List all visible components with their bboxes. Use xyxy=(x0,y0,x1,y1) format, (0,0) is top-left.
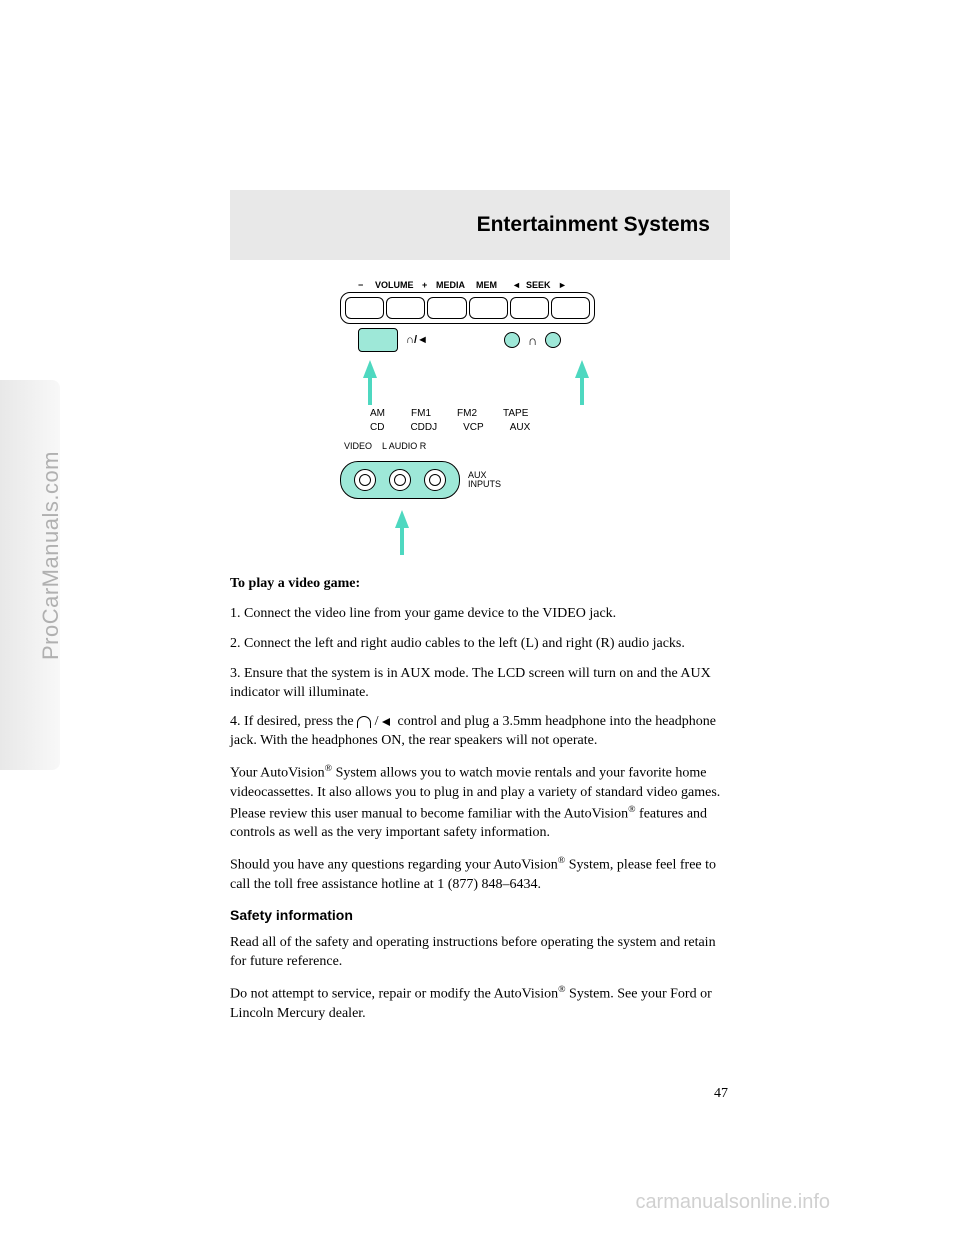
p8-a: Do not attempt to service, repair or mod… xyxy=(230,987,558,1002)
reg-mark-4: ® xyxy=(558,984,565,995)
aux-label: AUX xyxy=(510,422,531,433)
step-4-text-b: / xyxy=(371,714,382,729)
jack-1 xyxy=(504,332,520,348)
seek-right-label: ► xyxy=(558,280,570,290)
vcp-label: VCP xyxy=(463,422,484,433)
button-row xyxy=(340,292,595,324)
laudior-label: L AUDIO R xyxy=(382,441,426,451)
arrow-1-stem xyxy=(368,375,372,405)
top-labels: − VOLUME + MEDIA MEM ◄ SEEK ► xyxy=(340,280,600,290)
rca-audio-l-jack xyxy=(389,469,411,491)
arrow-1-head xyxy=(363,360,377,378)
headphone-icon-small: ∩ xyxy=(528,333,537,348)
lower-row: ∩/◄ ∩ xyxy=(340,328,600,352)
cddj-label: CDDJ xyxy=(410,422,437,433)
p6-a: Should you have any questions regarding … xyxy=(230,858,558,873)
video-label: VIDEO xyxy=(344,441,372,451)
volume-plus-label: + xyxy=(422,280,434,290)
fm2-label: FM2 xyxy=(457,408,477,419)
fm1-label: FM1 xyxy=(411,408,431,419)
seek-left-label: ◄ xyxy=(512,280,524,290)
btn-vol-up xyxy=(386,297,425,319)
safety-p1: Read all of the safety and operating ins… xyxy=(230,934,730,972)
aux-top-labels: VIDEO L AUDIO R xyxy=(344,441,620,451)
headphone-speaker-icon: ∩/◄ xyxy=(406,334,428,346)
aux-inputs-label: AUX INPUTS xyxy=(468,471,501,489)
arrow-3-head xyxy=(395,510,409,528)
cd-label: CD xyxy=(370,422,384,433)
autovision-para: Your AutoVision® System allows you to wa… xyxy=(230,762,730,843)
step-2: 2. Connect the left and right audio cabl… xyxy=(230,635,730,654)
media-label: MEDIA xyxy=(436,280,474,290)
heading-safety: Safety information xyxy=(230,906,730,925)
rca-video-jack xyxy=(354,469,376,491)
mem-label: MEM xyxy=(476,280,510,290)
speaker-mute-icon xyxy=(382,716,394,728)
reg-mark-1: ® xyxy=(325,763,332,774)
am-label: AM xyxy=(370,408,385,419)
rca-audio-r-jack xyxy=(424,469,446,491)
headphone-toggle-button xyxy=(358,328,398,352)
jack-2 xyxy=(545,332,561,348)
headphone-icon xyxy=(357,716,371,728)
page-number: 47 xyxy=(714,1086,728,1102)
p5-a: Your AutoVision xyxy=(230,766,325,781)
mode-labels: AM FM1 FM2 TAPE CD CDDJ VCP AUX xyxy=(370,408,620,433)
step-4-text-a: 4. If desired, press the xyxy=(230,714,357,729)
volume-label: VOLUME xyxy=(375,280,420,290)
btn-seek-right xyxy=(551,297,590,319)
arrow-3-stem xyxy=(400,525,404,555)
btn-vol-down xyxy=(345,297,384,319)
safety-p2: Do not attempt to service, repair or mod… xyxy=(230,983,730,1023)
aux-panel: AUX INPUTS xyxy=(340,461,620,499)
seek-label: SEEK xyxy=(526,280,556,290)
reg-mark-2: ® xyxy=(628,804,635,815)
page-header: Entertainment Systems xyxy=(230,190,730,260)
step-3: 3. Ensure that the system is in AUX mode… xyxy=(230,665,730,703)
heading-play-video-game: To play a video game: xyxy=(230,575,730,594)
step-4: 4. If desired, press the / control and p… xyxy=(230,713,730,751)
watermark-left: ProCarManuals.com xyxy=(38,451,64,660)
btn-seek-left xyxy=(510,297,549,319)
hotline-para: Should you have any questions regarding … xyxy=(230,854,730,894)
body-content: To play a video game: 1. Connect the vid… xyxy=(230,575,730,1035)
watermark-bottom: carmanualsonline.info xyxy=(635,1191,830,1214)
rca-panel xyxy=(340,461,460,499)
volume-minus-label: − xyxy=(358,280,373,290)
tape-label: TAPE xyxy=(503,408,528,419)
arrow-2-head xyxy=(575,360,589,378)
btn-mem xyxy=(469,297,508,319)
control-panel: − VOLUME + MEDIA MEM ◄ SEEK ► ∩/◄ ∩ xyxy=(340,280,600,390)
page-title: Entertainment Systems xyxy=(477,213,710,237)
arrow-2-stem xyxy=(580,375,584,405)
step-1: 1. Connect the video line from your game… xyxy=(230,605,730,624)
control-panel-diagram: − VOLUME + MEDIA MEM ◄ SEEK ► ∩/◄ ∩ xyxy=(340,280,620,560)
btn-media xyxy=(427,297,466,319)
